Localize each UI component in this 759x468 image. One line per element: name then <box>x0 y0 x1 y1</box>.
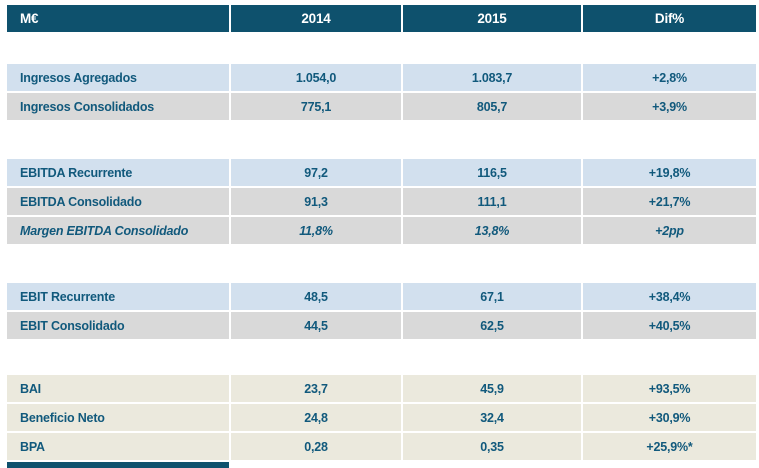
table-row: EBITDA Recurrente 97,2 116,5 +19,8% <box>7 159 756 186</box>
value-2014-cell: 97,2 <box>231 159 401 186</box>
value-2014-cell: 48,5 <box>231 283 401 310</box>
dif-cell: +2pp <box>583 217 756 244</box>
value-2015-cell: 111,1 <box>403 188 581 215</box>
table-row: EBIT Recurrente 48,5 67,1 +38,4% <box>7 283 756 310</box>
table-row: Ingresos Agregados 1.054,0 1.083,7 +2,8% <box>7 64 756 91</box>
value-2015-cell: 62,5 <box>403 312 581 339</box>
table-row: Margen EBITDA Consolidado 11,8% 13,8% +2pp <box>7 217 756 244</box>
table-row: BAI 23,7 45,9 +93,5% <box>7 375 756 402</box>
header-cell-unit: M€ <box>7 5 229 32</box>
dif-cell: +19,8% <box>583 159 756 186</box>
row-label-cell: Beneficio Neto <box>7 404 229 431</box>
dif-cell: +21,7% <box>583 188 756 215</box>
value-2015-cell: 116,5 <box>403 159 581 186</box>
dif-cell: +93,5% <box>583 375 756 402</box>
dif-cell: +38,4% <box>583 283 756 310</box>
table-row: EBITDA Consolidado 91,3 111,1 +21,7% <box>7 188 756 215</box>
row-label-cell: EBIT Recurrente <box>7 283 229 310</box>
value-2014-cell: 1.054,0 <box>231 64 401 91</box>
table-row: Ingresos Consolidados 775,1 805,7 +3,9% <box>7 93 756 120</box>
row-label-cell: EBIT Consolidado <box>7 312 229 339</box>
dif-cell: +40,5% <box>583 312 756 339</box>
next-table-header-partial <box>7 462 229 468</box>
header-cell-dif: Dif% <box>583 5 756 32</box>
value-2014-cell: 23,7 <box>231 375 401 402</box>
row-label-cell: Ingresos Consolidados <box>7 93 229 120</box>
value-2015-cell: 805,7 <box>403 93 581 120</box>
header-cell-2015: 2015 <box>403 5 581 32</box>
dif-cell: +25,9%* <box>583 433 756 460</box>
dif-cell: +2,8% <box>583 64 756 91</box>
row-label-cell: Ingresos Agregados <box>7 64 229 91</box>
value-2014-cell: 775,1 <box>231 93 401 120</box>
value-2015-cell: 13,8% <box>403 217 581 244</box>
dif-cell: +30,9% <box>583 404 756 431</box>
row-label-cell: EBITDA Recurrente <box>7 159 229 186</box>
value-2014-cell: 11,8% <box>231 217 401 244</box>
value-2015-cell: 1.083,7 <box>403 64 581 91</box>
value-2014-cell: 24,8 <box>231 404 401 431</box>
table-row: BPA 0,28 0,35 +25,9%* <box>7 433 756 460</box>
value-2015-cell: 67,1 <box>403 283 581 310</box>
table-row: Beneficio Neto 24,8 32,4 +30,9% <box>7 404 756 431</box>
row-label-cell: BAI <box>7 375 229 402</box>
table-row: EBIT Consolidado 44,5 62,5 +40,5% <box>7 312 756 339</box>
table-header-row: M€ 2014 2015 Dif% <box>7 5 756 32</box>
row-label-cell: BPA <box>7 433 229 460</box>
value-2014-cell: 44,5 <box>231 312 401 339</box>
value-2014-cell: 0,28 <box>231 433 401 460</box>
value-2014-cell: 91,3 <box>231 188 401 215</box>
row-label-cell: EBITDA Consolidado <box>7 188 229 215</box>
value-2015-cell: 32,4 <box>403 404 581 431</box>
value-2015-cell: 45,9 <box>403 375 581 402</box>
dif-cell: +3,9% <box>583 93 756 120</box>
header-cell-2014: 2014 <box>231 5 401 32</box>
value-2015-cell: 0,35 <box>403 433 581 460</box>
row-label-cell: Margen EBITDA Consolidado <box>7 217 229 244</box>
